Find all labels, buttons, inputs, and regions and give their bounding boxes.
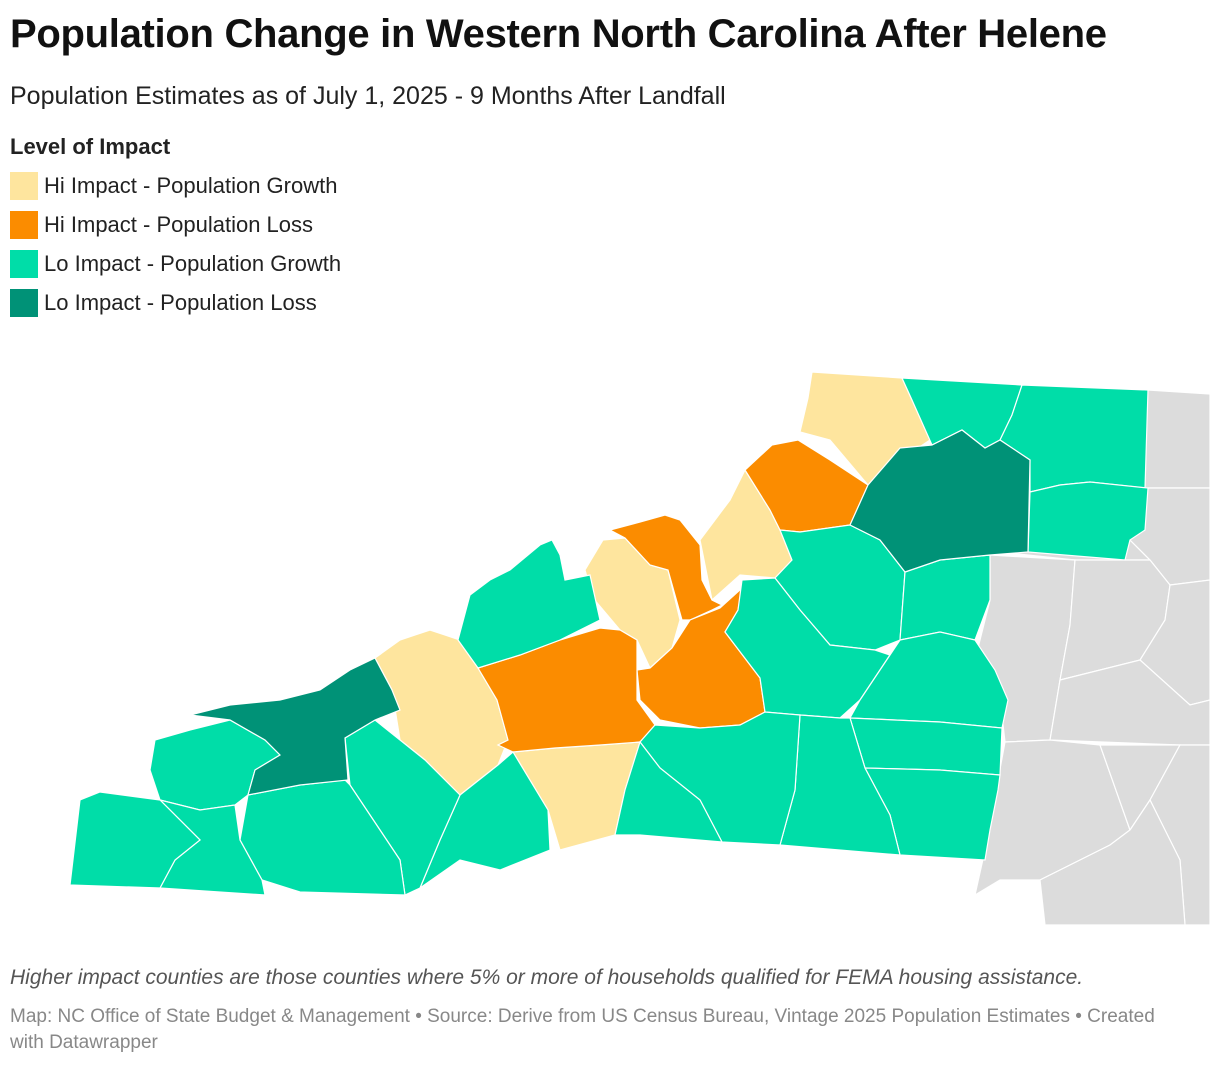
legend-swatch xyxy=(10,249,38,278)
county-hi-impact-loss[interactable] xyxy=(608,514,724,621)
county-lo-impact-loss[interactable] xyxy=(849,429,1031,573)
county-lo-impact-growth[interactable] xyxy=(457,539,601,669)
legend-item-hi-loss: Hi Impact - Population Loss xyxy=(10,205,341,244)
county-lo-impact-growth[interactable] xyxy=(849,717,1003,776)
legend-item-lo-loss: Lo Impact - Population Loss xyxy=(10,283,341,322)
legend-label: Hi Impact - Population Growth xyxy=(44,172,338,198)
legend-title: Level of Impact xyxy=(10,134,171,159)
legend-swatch xyxy=(10,288,38,317)
legend-swatch xyxy=(10,210,38,239)
chart-title: Population Change in Western North Carol… xyxy=(10,12,1107,56)
legend-label: Lo Impact - Population Growth xyxy=(44,250,342,276)
county-lo-impact-growth[interactable] xyxy=(69,791,201,889)
footnote: Higher impact counties are those countie… xyxy=(10,966,1084,989)
source-line: Map: NC Office of State Budget & Managem… xyxy=(10,1006,1155,1053)
county-lo-impact-loss[interactable] xyxy=(189,657,401,796)
western-nc-counties xyxy=(69,371,1149,896)
county-lo-impact-growth[interactable] xyxy=(1027,481,1149,561)
legend-item-hi-growth: Hi Impact - Population Growth xyxy=(10,166,341,205)
legend: Level of Impact Hi Impact - Population G… xyxy=(10,134,341,322)
county-other[interactable] xyxy=(1049,659,1211,746)
legend-label: Lo Impact - Population Loss xyxy=(44,289,317,315)
county-lo-impact-growth[interactable] xyxy=(614,740,724,843)
legend-swatch xyxy=(10,171,38,200)
legend-item-lo-growth: Lo Impact - Population Growth xyxy=(10,244,341,283)
county-lo-impact-growth[interactable] xyxy=(724,577,891,719)
legend-label: Hi Impact - Population Loss xyxy=(44,211,314,237)
county-map xyxy=(69,371,1211,926)
chart-subtitle: Population Estimates as of July 1, 2025 … xyxy=(10,82,726,110)
county-other[interactable] xyxy=(1039,798,1186,926)
